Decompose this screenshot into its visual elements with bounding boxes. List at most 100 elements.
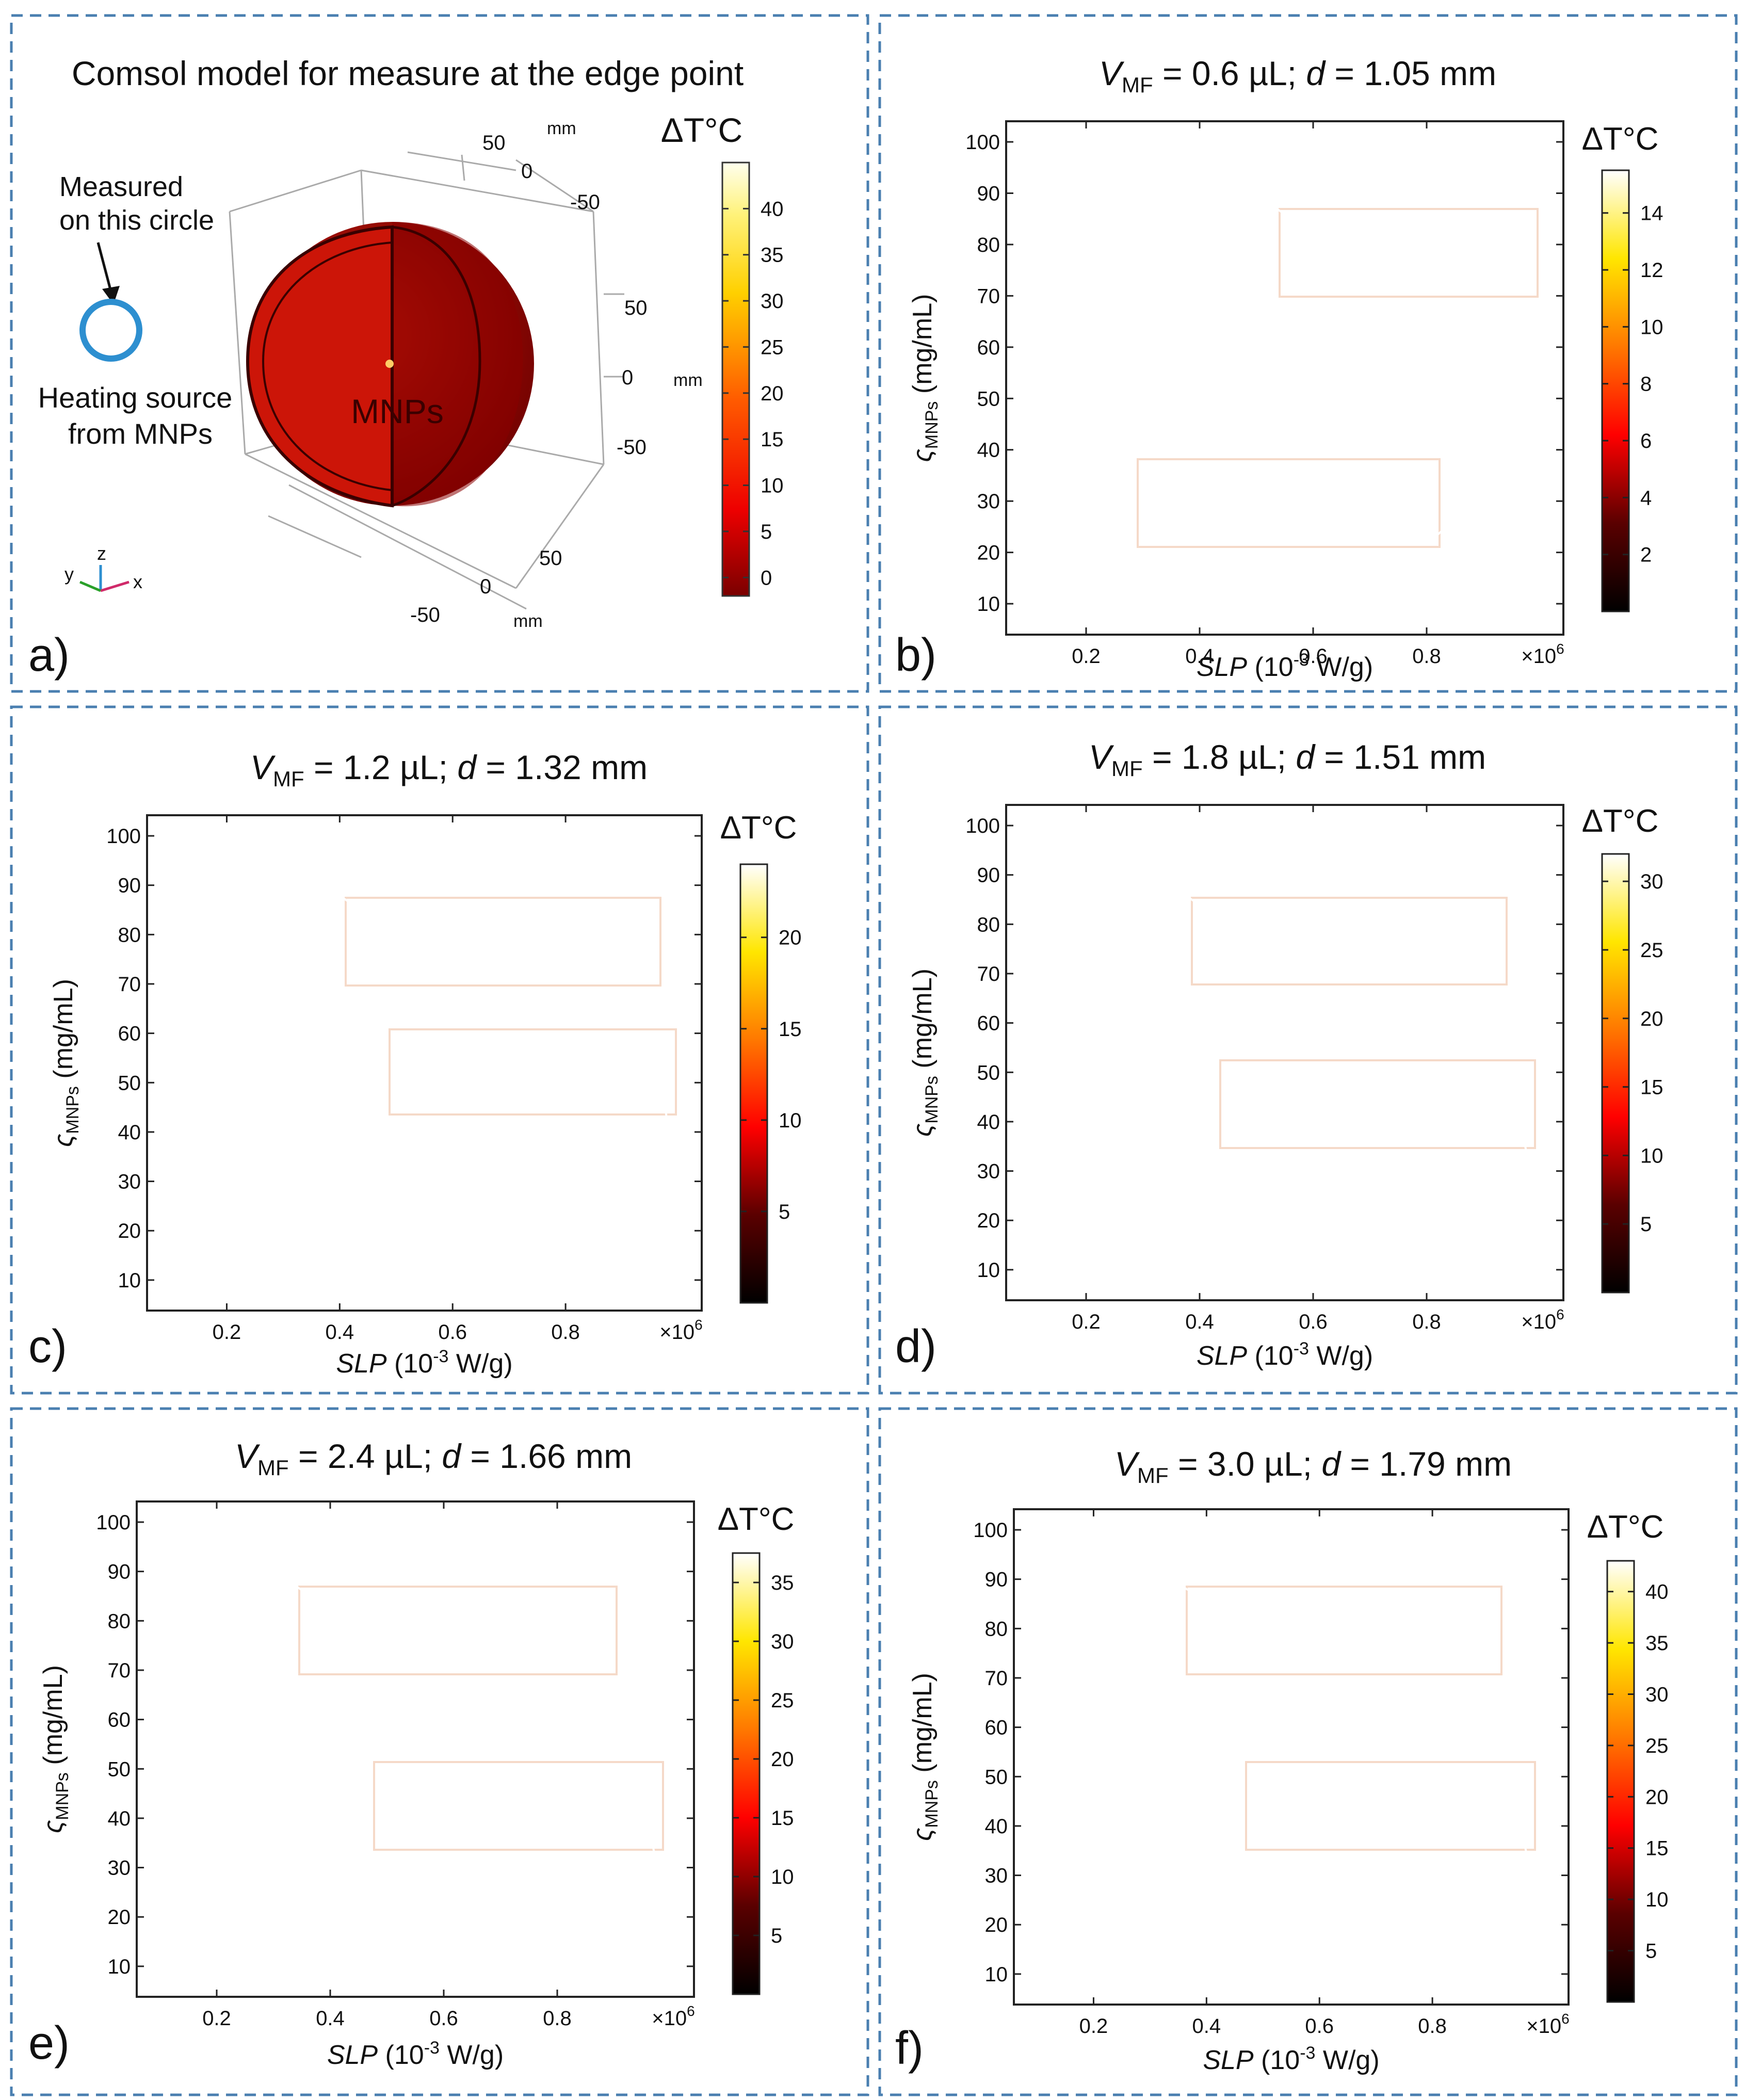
ann-conc-sym: ς (1207, 947, 1220, 975)
colorbar-tick-label: 30 (1640, 870, 1663, 893)
annotation-arrow-head (1518, 451, 1535, 467)
a-cbar-tick-label: 40 (761, 198, 784, 220)
y-tick-label: 100 (106, 825, 141, 848)
ann-slp-value: 1000 (1317, 1072, 1377, 1102)
y-tick-label: 40 (108, 1807, 131, 1830)
xlabel-unit: W/g) (448, 1349, 512, 1379)
ylabel-sym: ς (49, 1134, 78, 1147)
ann-slp-sym: SLP (1207, 909, 1258, 939)
colorbar-tick-label: 25 (1645, 1735, 1669, 1757)
ann-conc-unit: mg/mL (1419, 259, 1501, 286)
contour-line (170, 1326, 678, 1332)
tick-bottom-neg50: -50 (410, 604, 440, 626)
annotation-slp-text: SLP = 160 W/g (315, 1598, 496, 1628)
chart-title: VMF = 1.2 µL; d = 1.32 mm (250, 748, 648, 791)
title-d: d (1296, 738, 1316, 776)
ann-conc-sub: MNPs (1307, 272, 1349, 289)
x-axis-label: SLP (10-3 W/g) (1197, 650, 1373, 682)
panel-d: VMF = 1.8 µL; d = 1.51 mm 0.2 0.4 0.6 0.8 ×10… (878, 705, 1738, 1395)
panel-letter: c) (28, 1321, 67, 1372)
title-end: = 1.51 mm (1315, 738, 1486, 776)
x-multiplier: ×106 (1526, 2011, 1569, 2038)
panel-letter: e) (28, 2017, 70, 2069)
xlabel-suffix: (10 (1247, 1341, 1294, 1371)
y-tick-label: 80 (985, 1618, 1008, 1640)
ann-conc-sym: ς (1153, 509, 1166, 536)
title-sub: MF (1137, 1463, 1169, 1488)
y-tick-label: 10 (977, 1259, 1000, 1282)
sphere-inner-ring (262, 241, 393, 491)
ann-slp-unit: W/g (1421, 220, 1476, 250)
axis-triad-icon: z x y (64, 543, 142, 592)
contour-label-arrow-head (1181, 1151, 1196, 1167)
plot-frame (146, 814, 703, 1312)
ann-conc-eq: = (459, 1079, 488, 1106)
a-cbar-tick-label: 35 (761, 244, 784, 267)
y-tick-label: 70 (977, 963, 1000, 986)
x-tick-label: 0.4 (1192, 2015, 1221, 2038)
tick-bottom-50: 50 (539, 547, 562, 570)
colorbar-tick-label: 5 (771, 1925, 782, 1947)
plot-frame (1005, 120, 1564, 636)
ann-conc-value: 25 (488, 1079, 515, 1106)
x-tick-label: 0.2 (1072, 1311, 1101, 1333)
ann-eq: = (456, 1041, 486, 1071)
y-tick-label: 60 (977, 336, 1000, 359)
heating-label-2: from MNPs (68, 417, 213, 450)
title-d: d (1306, 54, 1326, 92)
ylabel-sym: ς (908, 448, 938, 462)
ann-conc-unit: mg/mL (1326, 1636, 1409, 1663)
y-tick-label: 30 (985, 1865, 1008, 1887)
x-multiplier-exp: 6 (694, 1317, 703, 1333)
colorbar-title: ΔT°C (720, 810, 797, 846)
title-sub: MF (1122, 73, 1153, 97)
annotation-box (345, 897, 661, 987)
title-v: V (235, 1437, 261, 1475)
x-tick-label: 0.4 (1185, 1311, 1214, 1333)
y-tick-label: 100 (965, 815, 1000, 837)
ann-slp-unit: W/g (546, 1041, 601, 1071)
annotation-slp-text: SLP = 1000 W/g (390, 1773, 586, 1803)
y-tick-label: 90 (108, 1561, 131, 1584)
ann-slp-value: 195 (1289, 909, 1334, 939)
y-tick-label: 10 (108, 1956, 131, 1978)
tick-top-neg50: -50 (570, 191, 600, 214)
panel-border (10, 1407, 869, 2096)
x-axis-label: SLP (10-3 W/g) (1203, 2043, 1379, 2075)
ann-conc-sym: ς (390, 1812, 402, 1839)
annotation-conc-text: ςMNPs = 25 mg/mL (405, 1079, 597, 1109)
ann-conc-unit: mg/mL (485, 947, 568, 975)
annotation-top: SLP = 140 W/g ςMNPs = 100 mg/mL (1065, 1526, 1502, 1675)
annotation-slp-text: SLP = 1000 W/g (1153, 471, 1349, 500)
tick-top-0: 0 (521, 160, 532, 183)
panel-a: Comsol model for measure at the edge poi… (10, 14, 869, 693)
a-cbar-tick-label: 25 (761, 336, 784, 359)
ann-conc-sym: ς (1236, 1110, 1248, 1137)
heatmap-image (1029, 826, 1540, 1280)
heating-label-1: Heating source (38, 381, 233, 414)
triad-x: x (133, 571, 142, 592)
contour-label-arrow-head (1214, 263, 1231, 278)
a-cbar-tick-label: 20 (761, 382, 784, 405)
title-v: V (1099, 54, 1125, 92)
ann-slp-sym: SLP (1153, 471, 1204, 500)
colorbar (1606, 1560, 1635, 2003)
annotation-arrow-head (1065, 1527, 1082, 1541)
annotation-box (389, 1028, 677, 1116)
tick-right-50: 50 (624, 297, 648, 319)
mnps-label: MNPs (351, 392, 444, 430)
annotation-arrow-head (1530, 1214, 1544, 1231)
tick-top-50: 50 (482, 132, 506, 154)
annotation-arrow (251, 841, 352, 904)
xlabel-unit: W/g) (440, 2040, 504, 2070)
annotation-arrow (203, 1525, 305, 1593)
a-cbar-tick-label: 0 (761, 567, 772, 589)
y-tick-label: 90 (977, 864, 1000, 887)
panel-b: VMF = 0.6 µL; d = 1.05 mm 0.2 0.4 0.6 0.8 ×10… (878, 14, 1738, 693)
colorbar-title: ΔT°C (718, 1501, 795, 1537)
y-tick-label: 100 (96, 1511, 131, 1534)
a-cbar-tick-label: 30 (761, 290, 784, 313)
colorbar (1601, 169, 1630, 612)
xlabel-unit: W/g) (1309, 652, 1373, 682)
annotation-arrow (665, 1109, 677, 1205)
